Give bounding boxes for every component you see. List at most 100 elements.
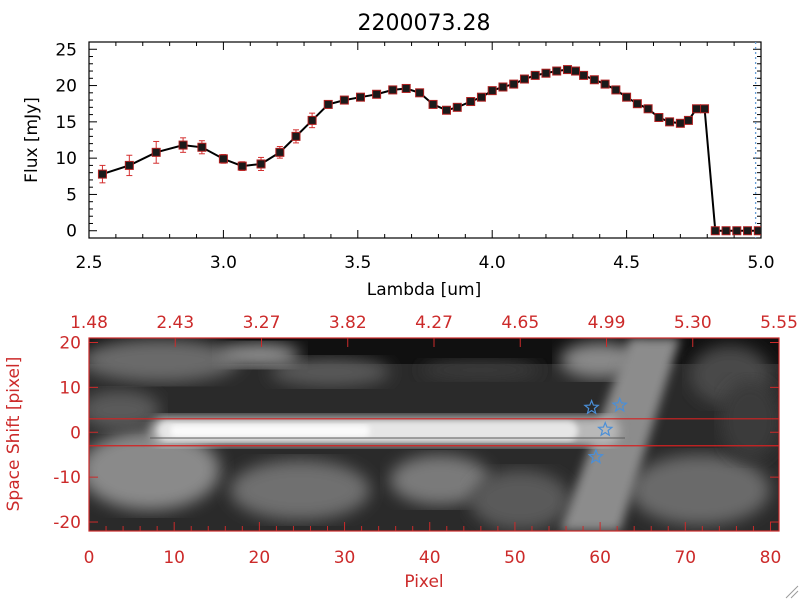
pixel-axis-label: Pixel (404, 572, 443, 592)
y-tick-label: 0 (66, 222, 77, 242)
x-tick-label: 4.0 (479, 253, 506, 273)
data-point (675, 118, 685, 128)
space-shift-tick-label: 10 (59, 378, 81, 398)
data-point (732, 226, 742, 236)
wavelength-tick-label: 4.99 (588, 313, 626, 333)
y-axis-ticks: 0 5 10 15 20 25 (55, 40, 761, 242)
data-point (124, 160, 134, 170)
data-point (589, 75, 599, 85)
data-point (428, 99, 438, 109)
space-shift-tick-label: -20 (53, 513, 81, 533)
spectrum-image-panel: 0 10 20 30 40 50 60 70 80 -20 -10 0 10 20 1.48 2.43 3.… (4, 313, 798, 592)
data-point (275, 147, 285, 157)
data-point (571, 66, 581, 76)
data-point (466, 97, 476, 107)
pixel-tick-label: 80 (760, 548, 782, 568)
star-marker (611, 396, 628, 413)
data-point (552, 66, 562, 76)
data-point (579, 70, 589, 80)
spectrum-chart: 2200073.28 2.5 3.0 3.5 4.0 4.5 5.0 0 5 10 15 20 25… (22, 11, 775, 300)
data-point (622, 92, 632, 102)
pixel-tick-label: 10 (163, 548, 185, 568)
data-point (256, 159, 266, 169)
data-point (683, 115, 693, 125)
data-point (632, 99, 642, 109)
data-point (530, 70, 540, 80)
data-point (452, 102, 462, 112)
wavelength-tick-label: 3.82 (329, 313, 367, 333)
data-point (654, 112, 664, 122)
x-tick-label: 2.5 (75, 253, 102, 273)
data-point (339, 95, 349, 105)
pixel-tick-label: 40 (419, 548, 441, 568)
data-point (355, 92, 365, 102)
wavelength-tick-label: 2.43 (156, 313, 194, 333)
data-point (691, 104, 701, 114)
data-point (611, 85, 621, 95)
data-point (487, 86, 497, 96)
data-point (401, 83, 411, 93)
x-tick-label: 3.5 (344, 253, 371, 273)
data-point (519, 74, 529, 84)
chart-title: 2200073.28 (358, 11, 491, 36)
data-point (372, 89, 382, 99)
space-shift-axis-label: Space Shift [pixel] (4, 357, 24, 512)
wavelength-tick-label: 5.30 (674, 313, 712, 333)
star-markers (583, 396, 628, 464)
spectrum-image (89, 338, 779, 531)
data-point (237, 161, 247, 171)
x-tick-label: 3.0 (210, 253, 237, 273)
data-point (541, 68, 551, 78)
data-point (710, 226, 720, 236)
y-tick-label: 25 (55, 40, 77, 60)
data-point (643, 104, 653, 114)
data-point (476, 92, 486, 102)
wavelength-tick-label: 1.48 (70, 313, 108, 333)
data-point (700, 104, 710, 114)
data-point (498, 82, 508, 92)
data-point (721, 226, 731, 236)
space-shift-tick-label: 20 (59, 333, 81, 353)
pixel-axis-ticks: 0 10 20 30 40 50 60 70 80 (84, 522, 782, 568)
wavelength-tick-label: 4.27 (415, 313, 453, 333)
data-point (509, 79, 519, 89)
data-point (743, 226, 753, 236)
data-point (291, 131, 301, 141)
x-tick-label: 4.5 (613, 253, 640, 273)
space-shift-tick-label: 0 (70, 423, 81, 443)
data-point (665, 117, 675, 127)
star-marker (587, 448, 605, 464)
data-point (178, 140, 188, 150)
data-point (562, 65, 572, 75)
pixel-tick-label: 20 (249, 548, 271, 568)
pixel-tick-label: 0 (84, 548, 95, 568)
data-point (388, 85, 398, 95)
data-point (753, 226, 761, 236)
wavelength-axis-ticks: 1.48 2.43 3.27 3.82 4.27 4.65 4.99 5.30 5.55 (70, 313, 798, 347)
data-point (600, 79, 610, 89)
data-point (442, 105, 452, 115)
pixel-tick-label: 30 (334, 548, 356, 568)
data-point (151, 147, 161, 157)
data-markers (97, 65, 761, 236)
star-marker (597, 420, 614, 437)
y-axis-label: Flux [mJy] (22, 97, 42, 183)
pixel-tick-label: 50 (504, 548, 526, 568)
data-point (218, 154, 228, 164)
x-tick-label: 5.0 (747, 253, 774, 273)
spectrum-plot-frame (88, 41, 762, 239)
star-marker (583, 398, 600, 415)
data-point (415, 88, 425, 98)
data-point (197, 142, 207, 152)
y-tick-label: 5 (66, 185, 77, 205)
wavelength-tick-label: 5.55 (760, 313, 798, 333)
y-tick-label: 15 (55, 113, 77, 133)
resize-grip-icon[interactable] (785, 585, 799, 599)
space-shift-axis-ticks: -20 -10 0 10 20 (53, 333, 779, 533)
data-point (97, 169, 107, 179)
x-axis-label: Lambda [um] (367, 280, 481, 300)
pixel-tick-label: 70 (674, 548, 696, 568)
y-tick-label: 20 (55, 77, 77, 97)
wavelength-tick-label: 4.65 (501, 313, 539, 333)
